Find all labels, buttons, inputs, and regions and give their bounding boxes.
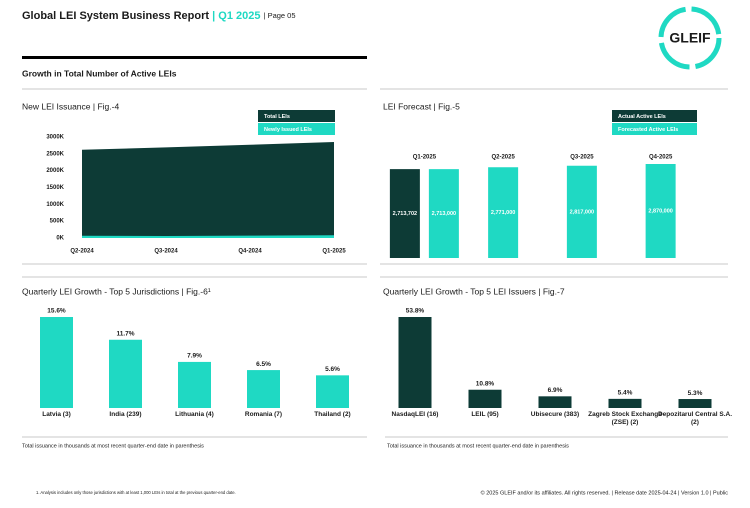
x-tick-label: Lithuania (4) — [175, 411, 214, 418]
legend-label: Actual Active LEIs — [618, 114, 666, 120]
legend-swatch — [258, 110, 335, 122]
x-tick-label: India (239) — [109, 411, 142, 418]
chart-title: New LEI Issuance | Fig.-4 — [22, 101, 119, 111]
bar — [178, 361, 211, 408]
quarter: Q1 2025 — [218, 10, 260, 22]
legend-swatch — [612, 123, 697, 135]
section-title: Growth in Total Number of Active LEIs — [22, 68, 177, 78]
value-label: 6.5% — [256, 361, 271, 368]
legend-label: Forecasted Active LEIs — [618, 127, 678, 133]
chart-note: Total issuance in thousands at most rece… — [22, 443, 204, 449]
bar — [109, 339, 142, 408]
value-label: 7.9% — [187, 353, 202, 360]
bar — [398, 317, 432, 408]
copyright: © 2025 GLEIF and/or its affiliates. All … — [481, 489, 729, 496]
separator: | — [212, 10, 215, 22]
page-number: | Page 05 — [264, 11, 296, 20]
bar — [645, 164, 676, 258]
value-label: 2,713,000 — [432, 211, 456, 217]
value-label: 11.7% — [116, 330, 134, 337]
legend-swatch — [258, 123, 335, 135]
bar — [316, 375, 349, 408]
x-tick-label: Q2-2024 — [70, 249, 94, 255]
logo-text: GLEIF — [669, 30, 711, 46]
x-tick-label: Q3-2024 — [154, 249, 178, 255]
value-label: 5.4% — [618, 390, 633, 397]
bar — [428, 169, 459, 258]
x-tick-label: Q3-2025 — [570, 155, 594, 161]
y-tick-label: 3000K — [46, 135, 64, 141]
y-tick-label: 1500K — [46, 185, 64, 191]
header-rule — [22, 56, 367, 59]
value-label: 2,713,702 — [393, 211, 417, 217]
chart-note: Total issuance in thousands at most rece… — [387, 443, 569, 449]
y-tick-label: 1000K — [46, 202, 64, 208]
area — [82, 142, 334, 238]
report-title: Global LEI System Business Report | Q1 2… — [22, 10, 296, 22]
x-tick-label: LEIL (95) — [471, 411, 499, 418]
x-tick-label: Romania (7) — [244, 411, 283, 418]
value-label: 2,771,000 — [491, 210, 515, 216]
value-label: 5.6% — [325, 366, 340, 373]
chart-title: Quarterly LEI Growth - Top 5 Jurisdictio… — [22, 286, 211, 296]
x-tick-label: Q4-2024 — [238, 249, 262, 255]
x-tick-label: Q2-2025 — [491, 155, 515, 161]
legend-swatch — [612, 110, 697, 122]
legend-label: Newly Issued LEIs — [264, 127, 312, 133]
x-tick-label: Latvia (3) — [42, 411, 71, 418]
y-tick-label: 2500K — [46, 151, 64, 157]
bar — [678, 399, 712, 408]
value-label: 2,817,000 — [570, 209, 594, 215]
x-tick-label: Zagreb Stock Exchange (ZSE) (2) — [588, 411, 662, 426]
bar — [247, 370, 280, 408]
y-tick-label: 0K — [56, 236, 64, 242]
y-tick-label: 2000K — [46, 168, 64, 174]
logo: GLEIF — [658, 6, 722, 70]
x-tick-label: Thailand (2) — [314, 411, 351, 418]
bar — [608, 398, 642, 408]
x-tick-label: Q1-2025 — [413, 155, 437, 161]
x-tick-label: NasdaqLEI (16) — [391, 411, 439, 418]
legend-label: Total LEIs — [264, 114, 290, 120]
value-label: 2,870,000 — [648, 208, 672, 214]
x-tick-label: Q1-2025 — [322, 249, 346, 255]
value-label: 5.3% — [688, 390, 703, 397]
footnote: 1. Analysis includes only those jurisdic… — [36, 490, 236, 495]
title: Global LEI System Business Report — [22, 10, 209, 22]
chart-title: LEI Forecast | Fig.-5 — [383, 101, 460, 111]
bar — [40, 317, 73, 408]
chart-title: Quarterly LEI Growth - Top 5 LEI Issuers… — [383, 286, 565, 296]
area — [82, 235, 334, 238]
value-label: 10.8% — [476, 380, 495, 387]
x-tick-label: Depozitarul Central S.A. (2) — [657, 411, 733, 426]
x-tick-label: Q4-2025 — [649, 155, 673, 161]
logo-ring — [658, 6, 722, 70]
value-label: 15.6% — [47, 308, 66, 315]
bar — [468, 389, 502, 408]
x-tick-label: Ubisecure (383) — [530, 411, 580, 418]
bar — [389, 169, 420, 258]
value-label: 6.9% — [548, 387, 563, 394]
bar — [566, 165, 597, 258]
value-label: 53.8% — [406, 308, 425, 315]
bar — [538, 396, 572, 408]
y-tick-label: 500K — [50, 219, 65, 225]
bar — [488, 167, 519, 258]
